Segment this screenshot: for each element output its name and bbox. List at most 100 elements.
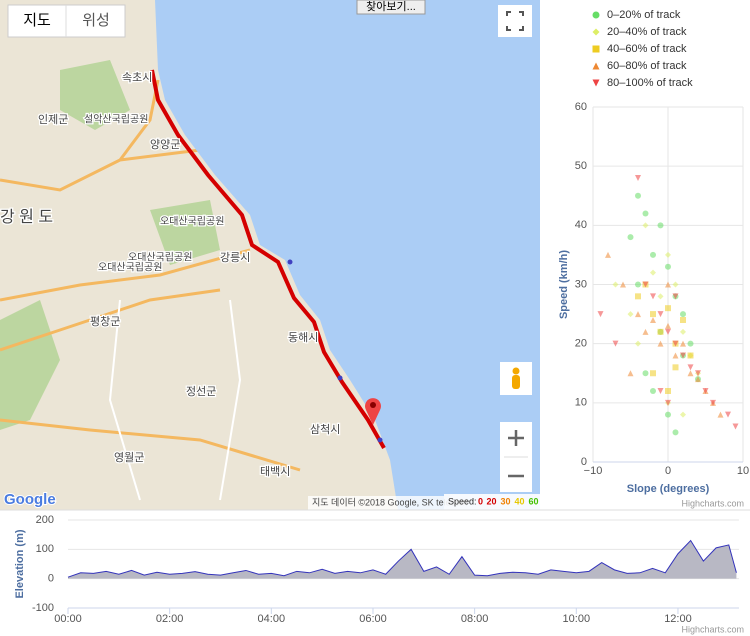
point: [695, 376, 701, 383]
x-tick-label: 08:00: [461, 613, 489, 625]
point: [605, 251, 611, 258]
y-tick-label: 20: [575, 338, 587, 350]
point: [650, 370, 656, 377]
legend-item: 40–60% of track: [607, 43, 687, 55]
y-tick-label: 60: [575, 101, 587, 113]
y-tick-label: 100: [36, 543, 54, 555]
x-tick-label: −10: [584, 465, 603, 477]
speed-legend-item: 30: [501, 496, 511, 506]
legend-item: 20–40% of track: [607, 26, 687, 38]
point: [717, 411, 724, 418]
place-label: 태백시: [260, 465, 290, 478]
y-tick-label: 30: [575, 278, 587, 290]
point: [642, 328, 649, 335]
credit: Highcharts.com: [681, 498, 744, 508]
point: [687, 340, 694, 347]
point: [657, 388, 664, 394]
point: [702, 388, 709, 394]
point: [635, 281, 641, 288]
point: [635, 175, 641, 181]
point: [612, 340, 619, 347]
point: [680, 317, 686, 323]
point: [725, 411, 731, 418]
point: [597, 311, 604, 318]
y-axis-title: Elevation (m): [14, 529, 26, 598]
place-label: 오대산국립공원: [128, 251, 192, 264]
point: [650, 251, 656, 258]
x-tick-label: 10:00: [563, 613, 591, 625]
point: [680, 311, 686, 318]
point: [680, 411, 686, 418]
y-tick-label: 0: [581, 456, 587, 468]
point: [650, 388, 656, 394]
point: [650, 311, 656, 318]
point: [635, 340, 641, 347]
point: [642, 281, 649, 288]
y-tick-label: -100: [32, 602, 54, 614]
point: [642, 370, 649, 377]
search-button[interactable]: [356, 0, 426, 15]
point: [672, 281, 679, 288]
point: [680, 340, 686, 347]
satellite-button[interactable]: 위성: [82, 12, 110, 29]
map[interactable]: 속초시 인제군 설악산국립공원 양양군 강 원 도 오대산국립공원 오대산국립공…: [0, 0, 540, 510]
point: [687, 370, 694, 377]
line: [67, 539, 737, 578]
point: [665, 411, 671, 418]
place-label: 삼척시: [310, 423, 340, 436]
y-tick-label: 40: [575, 219, 587, 231]
point: [657, 340, 664, 347]
legend-marker: [592, 11, 600, 19]
point: [665, 251, 671, 258]
point: [627, 370, 634, 377]
point: [635, 293, 641, 300]
x-tick-label: 00:00: [54, 613, 82, 625]
search-button-label[interactable]: 찾아보기...: [366, 0, 416, 13]
map-button[interactable]: 지도: [23, 12, 51, 29]
legend-item: 0–20% of track: [607, 9, 681, 21]
area: [68, 540, 737, 579]
point: [642, 210, 649, 217]
place-label: 강릉시: [220, 251, 250, 264]
y-tick-label: 50: [575, 160, 587, 172]
point: [695, 370, 701, 377]
credit: Highcharts.com: [681, 624, 744, 634]
place-label: 양양군: [150, 138, 180, 151]
fullscreen-button[interactable]: [498, 5, 532, 37]
point: [657, 293, 664, 300]
place-label: 설악산국립공원: [84, 113, 148, 126]
point: [650, 269, 656, 276]
point: [627, 234, 634, 241]
point: [665, 305, 671, 312]
speed-legend-label: Speed:: [448, 496, 477, 506]
point: [635, 311, 641, 318]
place-label: 평창군: [90, 315, 120, 328]
place-label: 속초시: [122, 71, 152, 84]
speed-legend-item: 20: [487, 496, 497, 506]
point: [687, 364, 694, 371]
point: [680, 328, 686, 335]
point: [665, 263, 671, 270]
legend-item: 60–80% of track: [607, 60, 687, 72]
point: [680, 352, 686, 359]
point: [657, 222, 664, 229]
point: [620, 281, 626, 288]
y-tick-label: 0: [48, 573, 54, 585]
point: [732, 423, 739, 430]
place-label: 정선군: [186, 385, 216, 398]
point: [657, 311, 664, 318]
point: [672, 352, 679, 359]
x-tick-label: 10: [737, 465, 749, 477]
point: [665, 328, 671, 335]
place-label: 동해시: [288, 330, 318, 344]
legend-marker: [592, 79, 600, 87]
point: [612, 281, 619, 288]
point: [657, 328, 664, 335]
point: [665, 322, 671, 329]
legend-item: 80–100% of track: [607, 77, 693, 89]
point: [650, 293, 656, 300]
y-tick-label: 200: [36, 514, 54, 526]
point: [672, 429, 679, 436]
x-axis-title: Slope (degrees): [627, 483, 710, 495]
